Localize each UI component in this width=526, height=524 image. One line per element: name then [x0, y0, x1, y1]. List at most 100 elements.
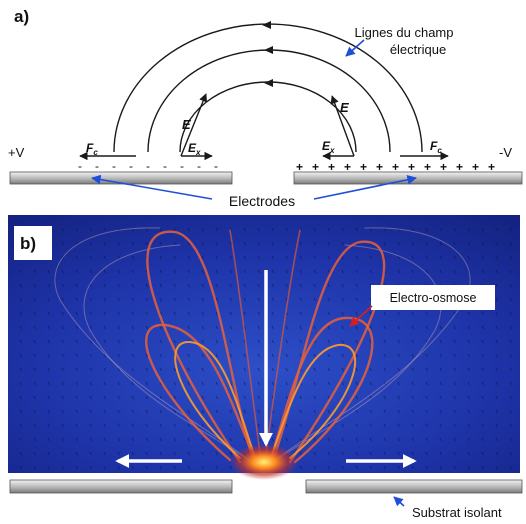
vector-field-tick	[89, 381, 92, 386]
vector-field-tick	[61, 241, 64, 246]
vector-field-tick	[33, 283, 36, 288]
vector-field-tick	[313, 465, 316, 470]
vector-field-tick	[201, 395, 204, 400]
vector-field-tick	[271, 325, 274, 330]
vector-field-tick	[33, 339, 36, 344]
vector-field-tick	[313, 367, 316, 372]
vector-field-tick	[117, 325, 120, 330]
vector-field-tick	[131, 241, 134, 246]
vector-field-tick	[131, 311, 134, 316]
vector-field-tick	[173, 241, 176, 246]
vector-field-tick	[89, 283, 92, 288]
vector-field-tick	[467, 353, 470, 358]
right-electrode-a	[293, 171, 523, 185]
vector-field-tick	[299, 311, 302, 316]
vector-field-tick	[89, 241, 92, 246]
simulation-background	[8, 215, 520, 473]
vector-field-tick	[89, 227, 92, 232]
vector-field-tick	[173, 227, 176, 232]
negative-charge-sign: -	[112, 159, 116, 173]
vector-field-tick	[19, 437, 22, 442]
vector-field-tick	[355, 269, 358, 274]
vector-field-tick	[33, 465, 36, 470]
vector-field-tick	[397, 255, 400, 260]
vector-field-tick	[117, 381, 120, 386]
vector-field-tick	[173, 465, 176, 470]
vector-field-tick	[201, 241, 204, 246]
negative-charge-sign: -	[95, 159, 99, 173]
substrate-label: Substrat isolant	[412, 505, 502, 520]
vector-field-tick	[103, 241, 106, 246]
vector-field-tick	[299, 395, 302, 400]
negative-charge-sign: -	[197, 159, 201, 173]
vector-field-tick	[369, 423, 372, 428]
vector-field-tick	[103, 297, 106, 302]
vector-field-tick	[425, 451, 428, 456]
positive-charge-sign: +	[408, 160, 415, 174]
vector-field-tick	[159, 381, 162, 386]
vector-field-tick	[19, 465, 22, 470]
vector-field-tick	[61, 367, 64, 372]
vector-field-tick	[439, 381, 442, 386]
vector-field-tick	[299, 269, 302, 274]
left-force-subscript: c	[93, 148, 98, 157]
vector-field-tick	[355, 339, 358, 344]
vector-field-tick	[201, 325, 204, 330]
vector-field-tick	[33, 297, 36, 302]
negative-charge-sign: -	[129, 159, 133, 173]
vector-field-tick	[229, 465, 232, 470]
vector-field-tick	[131, 381, 134, 386]
vector-field-tick	[89, 423, 92, 428]
vector-field-tick	[243, 381, 246, 386]
vector-field-tick	[61, 409, 64, 414]
vector-field-tick	[383, 353, 386, 358]
vector-field-tick	[411, 255, 414, 260]
right-lobe-core-path	[267, 343, 357, 467]
vector-field-tick	[481, 325, 484, 330]
vector-field-tick	[187, 241, 190, 246]
vector-field-tick	[47, 381, 50, 386]
vector-field-tick	[215, 227, 218, 232]
vector-field-tick	[229, 353, 232, 358]
vector-field-tick	[75, 283, 78, 288]
vector-field-tick	[47, 311, 50, 316]
vector-field-tick	[229, 311, 232, 316]
vector-field-tick	[201, 353, 204, 358]
vector-field-tick	[187, 451, 190, 456]
vector-field-tick	[229, 339, 232, 344]
positive-charge-sign: +	[488, 160, 495, 174]
negative-charge-sign: -	[146, 159, 150, 173]
vector-field-tick	[201, 227, 204, 232]
vector-field-tick	[341, 339, 344, 344]
vector-field-tick	[159, 409, 162, 414]
vector-field-tick	[509, 255, 512, 260]
vector-field-tick	[131, 451, 134, 456]
vector-field-tick	[397, 465, 400, 470]
vector-field-tick	[131, 227, 134, 232]
vector-field-tick	[131, 353, 134, 358]
left-lobe-core-path	[174, 340, 259, 467]
positive-charge-sign: +	[312, 160, 319, 174]
vector-field-tick	[509, 325, 512, 330]
vector-field-tick	[215, 283, 218, 288]
vector-field-tick	[75, 465, 78, 470]
vector-field-tick	[145, 423, 148, 428]
vector-field-tick	[481, 465, 484, 470]
vector-field-tick	[439, 367, 442, 372]
vector-field-tick	[397, 395, 400, 400]
vector-field-tick	[355, 311, 358, 316]
vector-field-tick	[467, 241, 470, 246]
vector-field-tick	[425, 423, 428, 428]
vector-field-tick	[47, 437, 50, 442]
vector-field-tick	[19, 423, 22, 428]
right-voltage-label: -V	[499, 145, 512, 160]
vector-field-tick	[425, 227, 428, 232]
vector-field-tick	[495, 353, 498, 358]
vector-field-tick	[47, 409, 50, 414]
vector-field-tick	[495, 325, 498, 330]
vector-field-tick	[341, 311, 344, 316]
vector-field-tick	[425, 353, 428, 358]
vector-field-tick	[159, 423, 162, 428]
vector-field-tick	[481, 227, 484, 232]
vector-field-tick	[257, 255, 260, 260]
